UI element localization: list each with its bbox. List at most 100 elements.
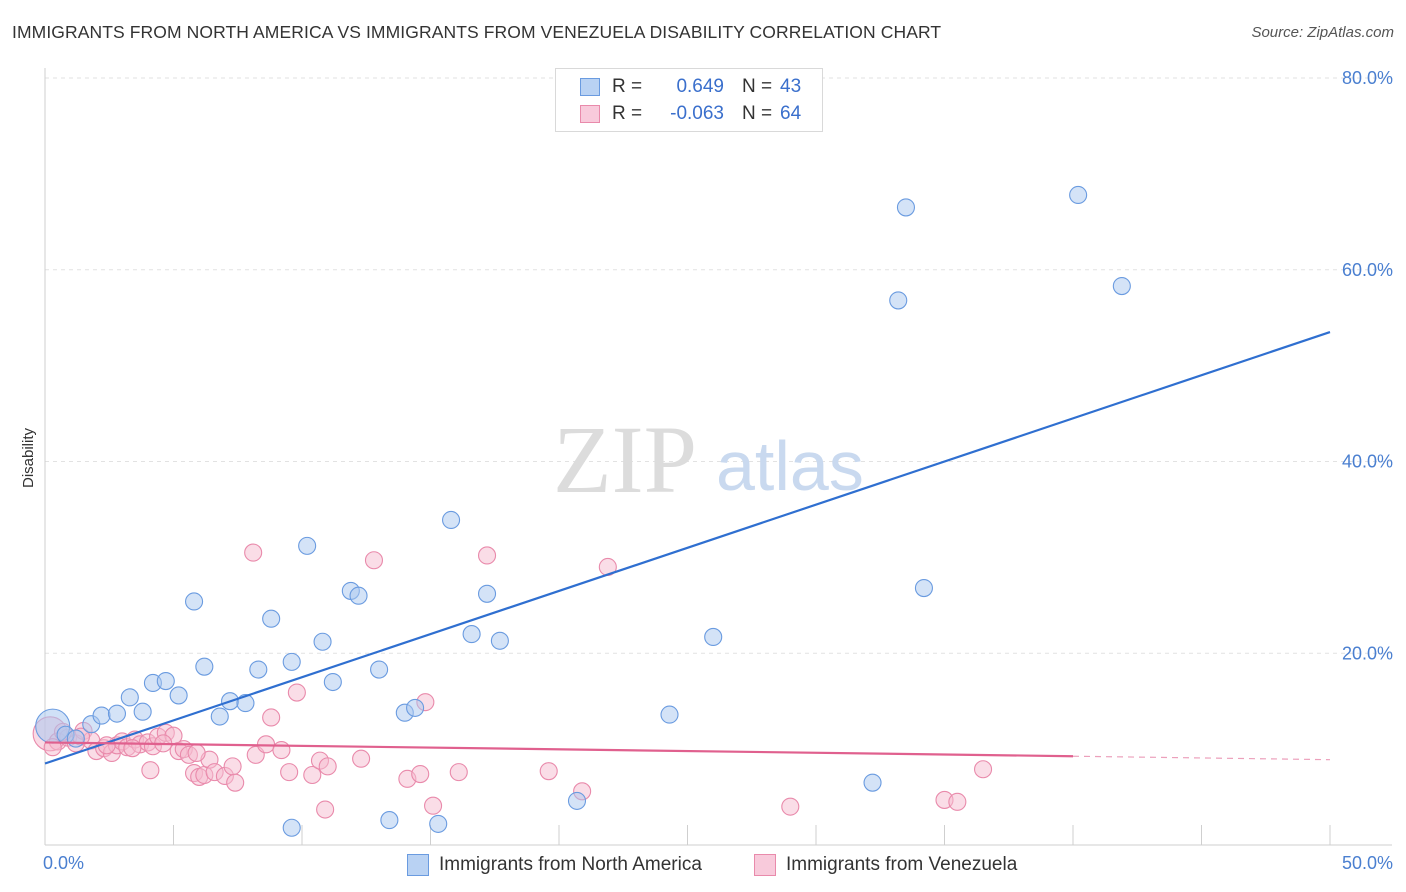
north-america-point	[249, 660, 268, 679]
north-america-point	[298, 536, 317, 555]
legend-row-north-america: R = 0.649 N = 43	[580, 74, 801, 100]
y-tick-label: 40.0%	[1342, 452, 1393, 472]
north-america-point	[889, 291, 908, 310]
venezuela-point	[352, 749, 371, 768]
venezuela-point	[948, 792, 967, 811]
north-america-point	[660, 705, 679, 724]
series-label-north-america: Immigrants from North America	[439, 854, 702, 875]
venezuela-point	[187, 743, 206, 763]
north-america-point	[66, 729, 85, 748]
legend-n-label: N =	[742, 103, 773, 124]
watermark: ZIP atlas	[553, 406, 864, 513]
north-america-point	[429, 814, 448, 833]
north-america-point	[185, 592, 204, 611]
north-america-point	[313, 632, 332, 651]
watermark-zip: ZIP	[553, 406, 697, 513]
venezuela-points	[32, 543, 993, 819]
watermark-atlas: atlas	[716, 427, 864, 505]
north-america-trend-line	[44, 331, 1331, 765]
y-axis-label: Disability	[20, 427, 37, 488]
venezuela-point	[262, 708, 281, 727]
north-america-point	[349, 586, 368, 605]
north-america-point	[133, 702, 152, 721]
north-america-point	[1112, 276, 1131, 296]
legend-row-venezuela: R = -0.063 N = 64	[580, 101, 801, 127]
axes	[44, 68, 1392, 846]
north-america-point	[323, 672, 342, 692]
legend-n-value: 64	[780, 103, 802, 124]
venezuela-point	[781, 797, 800, 816]
venezuela-point	[316, 800, 335, 819]
north-america-point	[282, 652, 301, 671]
legend-swatch-blue	[580, 78, 600, 96]
north-america-point	[120, 688, 139, 707]
north-america-point	[863, 773, 882, 792]
legend-r-label: R =	[612, 103, 643, 124]
venezuela-point	[539, 762, 558, 781]
north-america-point	[406, 698, 425, 717]
venezuela-point	[477, 546, 497, 565]
chart-title: IMMIGRANTS FROM NORTH AMERICA VS IMMIGRA…	[12, 22, 942, 42]
north-america-point	[442, 510, 461, 530]
venezuela-point	[973, 760, 993, 779]
venezuela-trend-line	[44, 741, 1074, 758]
north-america-point	[567, 791, 587, 810]
gridlines	[45, 77, 1392, 654]
series-swatch-pink	[754, 854, 776, 876]
north-america-point	[477, 584, 497, 603]
venezuela-point	[280, 763, 299, 782]
legend-r-value: 0.649	[676, 76, 724, 97]
north-america-point	[370, 660, 389, 679]
series-label-venezuela: Immigrants from Venezuela	[786, 854, 1018, 875]
venezuela-point	[123, 739, 142, 758]
north-america-points	[35, 185, 1131, 837]
legend-n-label: N =	[742, 76, 773, 97]
tick-labels: 20.0% 40.0% 60.0% 80.0% 0.0% 50.0%	[43, 68, 1393, 873]
venezuela-point	[244, 543, 263, 562]
north-america-point	[896, 198, 916, 217]
north-america-point	[262, 609, 281, 628]
legend-n-value: 43	[780, 76, 802, 97]
north-america-point	[380, 811, 399, 830]
x-tick-label: 50.0%	[1342, 853, 1393, 873]
north-america-point	[462, 625, 481, 644]
venezuela-point	[272, 741, 291, 760]
x-tick-label: 0.0%	[43, 853, 84, 873]
venezuela-trend-extension	[1072, 755, 1331, 761]
north-america-point	[282, 818, 301, 837]
venezuela-point	[449, 763, 468, 782]
north-america-point	[107, 704, 127, 723]
north-america-point	[914, 579, 933, 598]
venezuela-point	[424, 796, 443, 815]
y-tick-label: 80.0%	[1342, 68, 1393, 88]
legend-r-label: R =	[612, 76, 643, 97]
legend-swatch-pink	[580, 105, 600, 123]
venezuela-point	[141, 761, 160, 780]
legend-r-value: -0.063	[670, 103, 724, 124]
venezuela-point	[364, 551, 384, 570]
north-america-point	[156, 672, 175, 691]
venezuela-point	[223, 757, 242, 776]
y-tick-label: 20.0%	[1342, 643, 1393, 663]
venezuela-point	[226, 773, 245, 792]
venezuela-point	[318, 757, 337, 776]
north-america-point	[210, 707, 229, 726]
north-america-point	[490, 631, 509, 650]
north-america-point	[1069, 185, 1088, 205]
series-swatch-blue	[407, 854, 429, 876]
y-tick-label: 60.0%	[1342, 260, 1393, 280]
north-america-point	[195, 657, 214, 676]
venezuela-point	[287, 683, 306, 702]
venezuela-point	[411, 765, 430, 784]
north-america-point	[92, 706, 111, 725]
trend-lines	[44, 331, 1331, 765]
source-label: Source: ZipAtlas.com	[1251, 24, 1394, 41]
north-america-point	[236, 694, 255, 713]
north-america-point	[704, 627, 723, 647]
north-america-point	[169, 686, 188, 705]
venezuela-point	[303, 765, 322, 785]
series-legend-venezuela: Immigrants from Venezuela	[754, 852, 1017, 878]
correlation-legend: R = 0.649 N = 43 R = -0.063 N = 64	[555, 68, 823, 132]
series-legend-north-america: Immigrants from North America	[407, 852, 702, 878]
